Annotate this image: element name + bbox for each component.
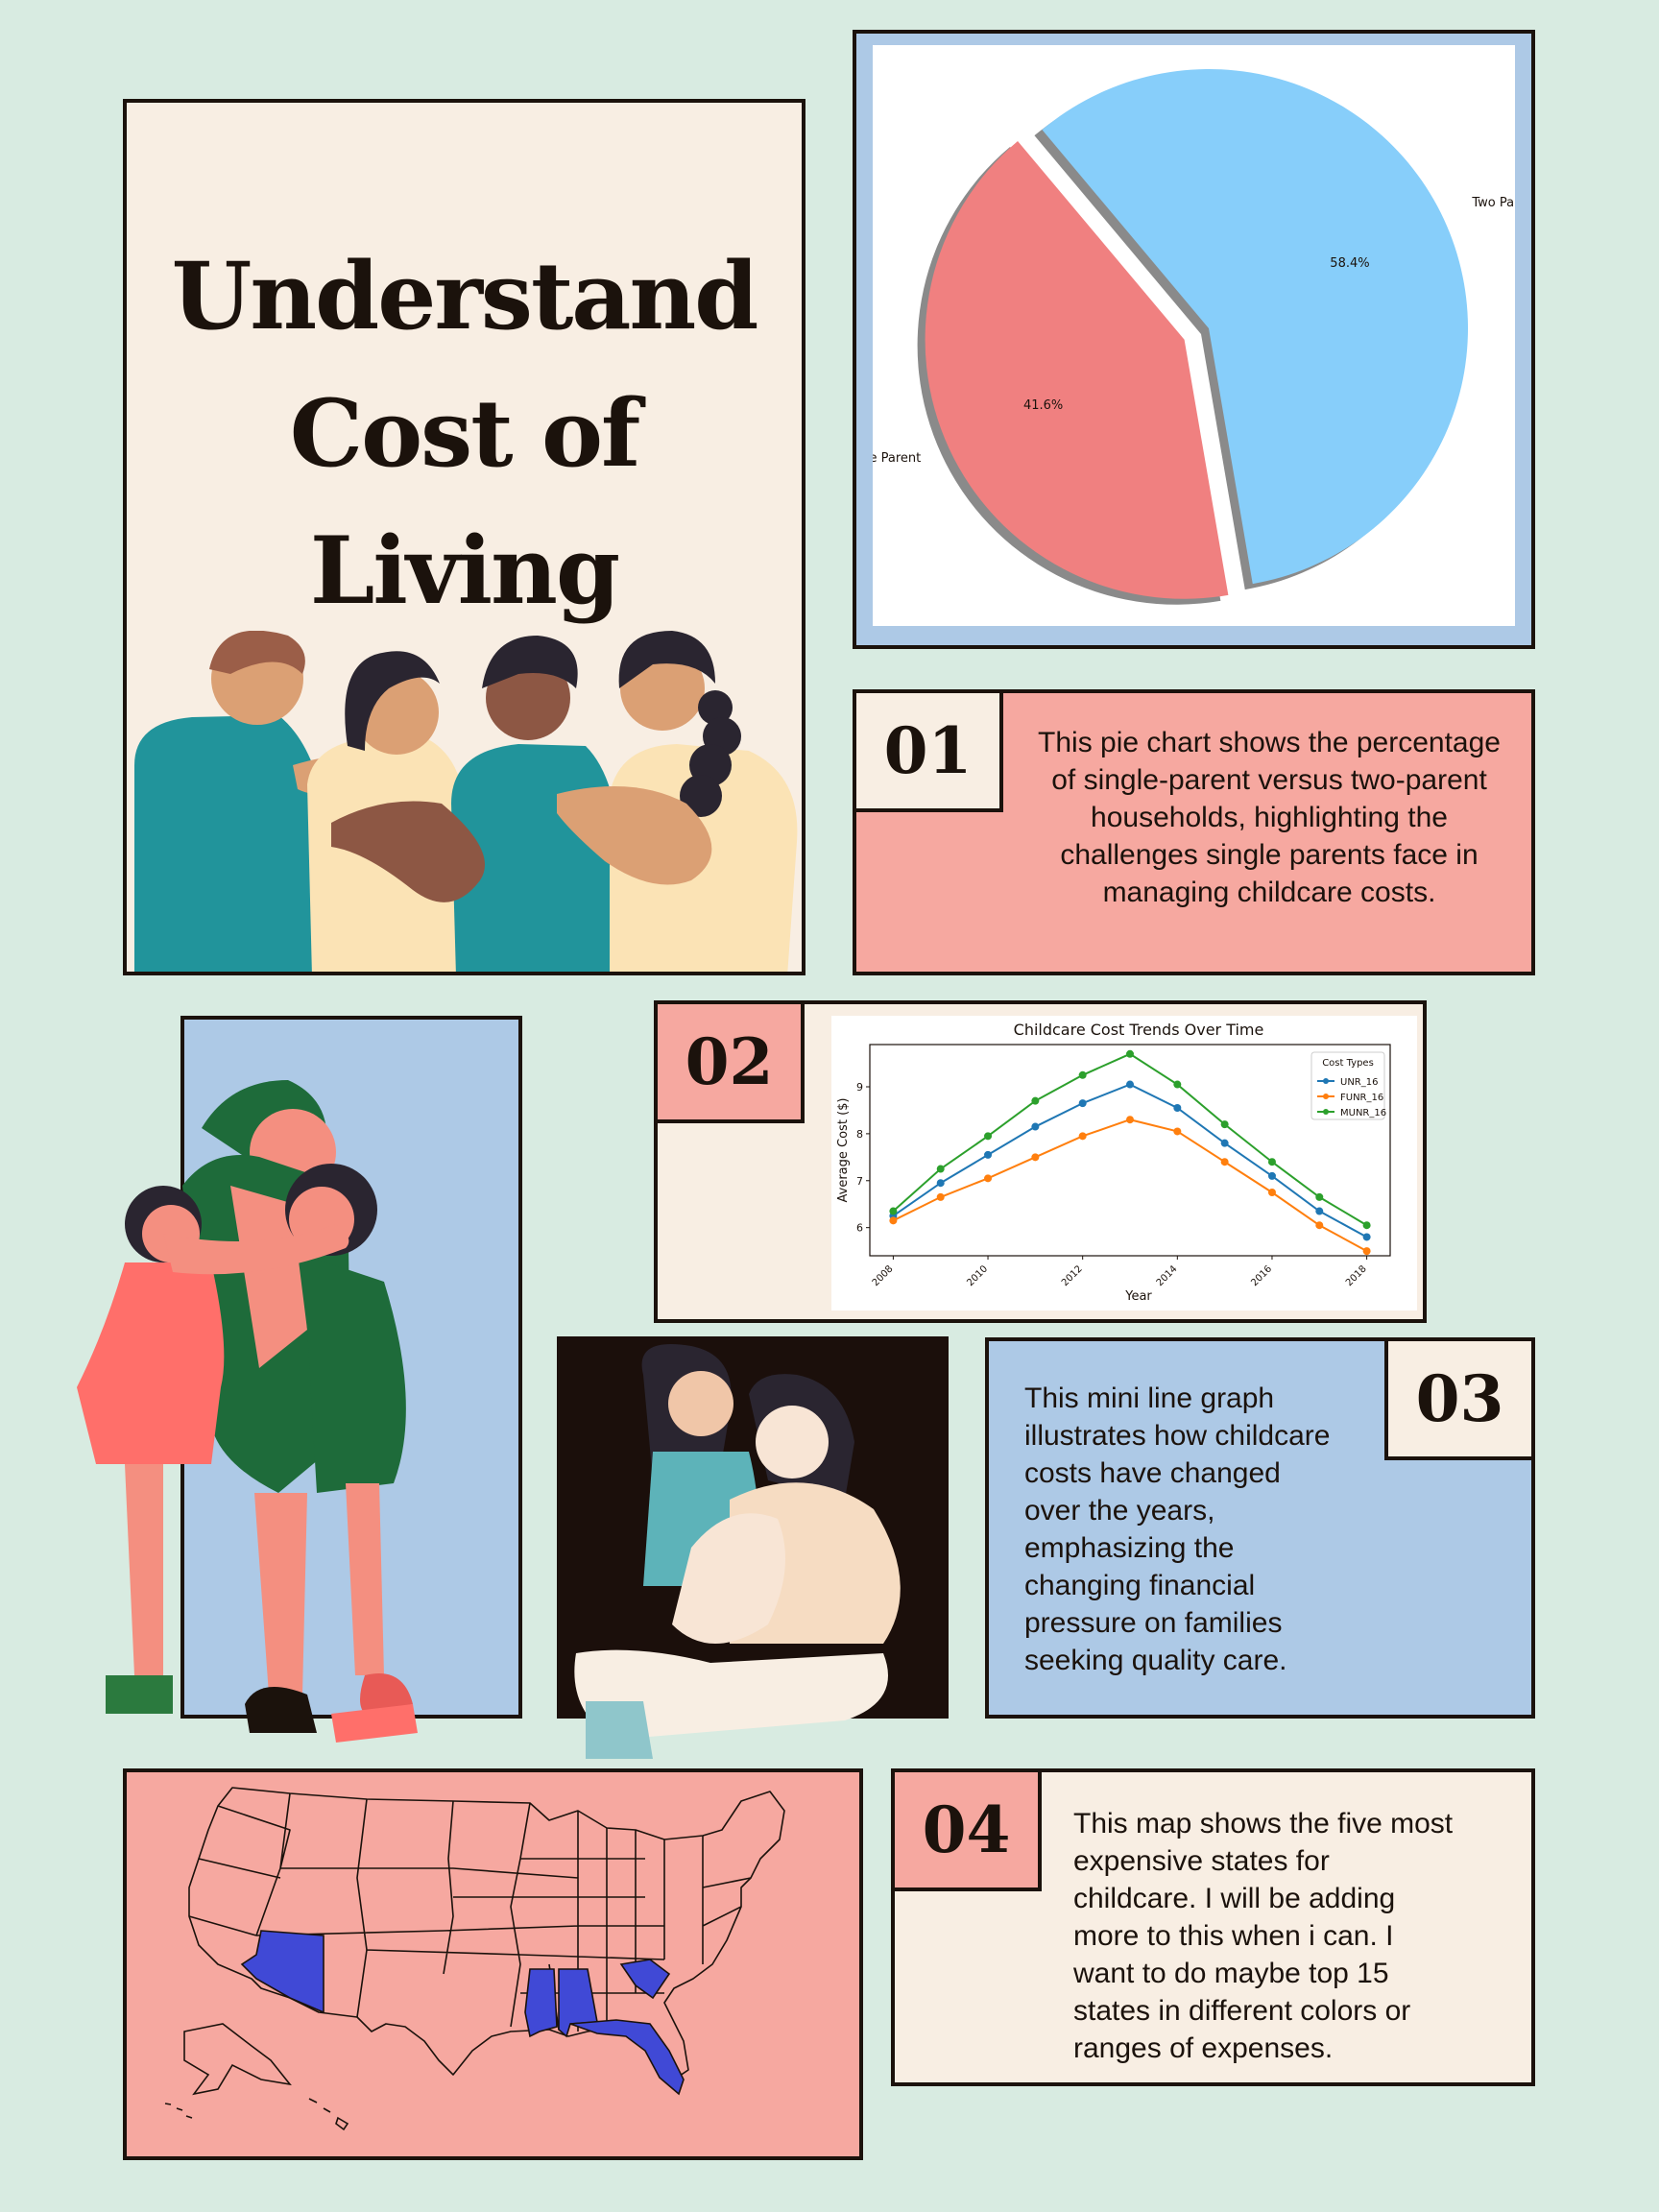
info-card-01: 01 This pie chart shows the percentage o…	[853, 689, 1535, 975]
pie-percent-label: 41.6%	[1023, 398, 1063, 413]
data-point	[1220, 1139, 1229, 1147]
y-tick-label: 6	[856, 1222, 863, 1235]
y-tick-label: 9	[856, 1081, 863, 1094]
alaska-islands	[164, 2103, 193, 2119]
title-line-2: Cost of	[289, 379, 641, 488]
title-line-1: Understand	[171, 242, 759, 350]
x-tick-label: 2012	[1060, 1263, 1085, 1288]
card-text-04: This map shows the five most expensive s…	[1073, 1808, 1454, 2064]
data-point	[1220, 1158, 1229, 1166]
x-tick-label: 2016	[1249, 1263, 1274, 1288]
line-chart: Childcare Cost Trends Over Time Average …	[836, 1021, 1391, 1304]
data-point	[1126, 1049, 1134, 1058]
line-chart-title: Childcare Cost Trends Over Time	[1014, 1021, 1264, 1039]
data-point	[1315, 1207, 1324, 1215]
state-alaska	[183, 2023, 292, 2096]
pie-chart: 58.4% Two Parent 41.6% Single Parent	[873, 69, 1515, 605]
data-point	[1315, 1221, 1324, 1230]
state-florida	[569, 2019, 685, 2096]
card-number-04: 04	[891, 1768, 1042, 1891]
data-point	[936, 1192, 945, 1201]
data-point	[1031, 1122, 1040, 1131]
state-hawaii	[308, 2098, 349, 2131]
x-tick-label: 2018	[1344, 1263, 1369, 1288]
info-card-03: 03 This mini line graph illustrates how …	[985, 1337, 1535, 1719]
state-south-carolina	[619, 1959, 671, 2000]
data-point	[936, 1165, 945, 1173]
data-point	[1031, 1096, 1040, 1105]
us-childcare-map	[164, 1787, 785, 2131]
pie-chart-card: 58.4% Two Parent 41.6% Single Parent	[853, 30, 1535, 649]
card-text-03: This mini line graph illustrates how chi…	[1024, 1382, 1331, 1676]
illustration-frame-dark	[557, 1336, 949, 1759]
card-text-01: This pie chart shows the percentage of s…	[1038, 727, 1501, 908]
pie-chart-panel: 58.4% Two Parent 41.6% Single Parent	[873, 45, 1515, 626]
series-line-unr_16	[892, 1083, 1368, 1238]
series-line-funr_16	[892, 1118, 1368, 1252]
data-point	[1031, 1153, 1040, 1162]
data-point	[1362, 1221, 1371, 1230]
title-line-3: Living	[309, 517, 620, 625]
state-arizona	[240, 1930, 325, 2014]
data-point	[889, 1216, 898, 1225]
card-number-01: 01	[853, 689, 1003, 812]
x-tick-label: 2010	[965, 1263, 990, 1288]
data-point	[1173, 1104, 1182, 1112]
data-point	[1173, 1127, 1182, 1136]
data-point	[1173, 1080, 1182, 1089]
data-point	[984, 1174, 993, 1183]
legend-entry: FUNR_16	[1340, 1093, 1383, 1103]
data-point	[1315, 1192, 1324, 1201]
data-point	[1078, 1070, 1087, 1079]
pie-percent-label: 58.4%	[1330, 256, 1369, 271]
data-point	[984, 1132, 993, 1141]
data-point	[1362, 1233, 1371, 1241]
legend-marker	[1323, 1094, 1329, 1099]
title-card: Understand Cost of Living	[123, 99, 805, 975]
info-card-02: 02 Childcare Cost Trends Over Time Avera…	[654, 1000, 1427, 1323]
legend-entry: MUNR_16	[1340, 1108, 1386, 1118]
data-point	[1078, 1132, 1087, 1141]
pie-slice-two-parent	[1042, 69, 1468, 585]
data-point	[1267, 1189, 1276, 1196]
data-point	[889, 1207, 898, 1215]
card-number-02: 02	[654, 1000, 805, 1123]
pie-category-label: Single Parent	[873, 451, 921, 466]
legend-marker	[1323, 1078, 1329, 1084]
x-tick-label: 2008	[871, 1263, 896, 1288]
data-point	[984, 1150, 993, 1159]
state-borders	[188, 1792, 752, 2032]
plot-frame	[869, 1044, 1391, 1257]
data-point	[936, 1179, 945, 1188]
legend-marker	[1323, 1109, 1329, 1115]
data-point	[1362, 1247, 1371, 1256]
data-point	[1078, 1099, 1087, 1108]
y-tick-label: 8	[856, 1128, 863, 1141]
data-point	[1126, 1116, 1134, 1124]
pie-category-label: Two Parent	[1471, 196, 1515, 210]
x-axis-label: Year	[1124, 1289, 1152, 1304]
family-hug-illustration	[77, 1080, 418, 1743]
x-tick-label: 2014	[1155, 1263, 1180, 1288]
data-point	[1267, 1171, 1276, 1180]
info-card-04: 04 This map shows the five most expensiv…	[891, 1768, 1535, 2086]
card-number-03: 03	[1384, 1337, 1535, 1460]
y-tick-label: 7	[856, 1175, 863, 1188]
y-axis-label: Average Cost ($)	[836, 1098, 851, 1203]
data-point	[1126, 1080, 1134, 1089]
data-point	[1220, 1120, 1229, 1129]
hugging-people-illustration	[134, 631, 798, 972]
pie-slice-single-parent	[925, 140, 1229, 599]
legend-box	[1310, 1051, 1385, 1120]
page-title: Understand Cost of Living	[127, 228, 802, 639]
series-line-munr_16	[892, 1052, 1368, 1227]
comforting-girls-illustration	[574, 1344, 901, 1759]
line-chart-panel: Childcare Cost Trends Over Time Average …	[831, 1016, 1417, 1310]
data-point	[1267, 1158, 1276, 1166]
map-card	[123, 1768, 863, 2160]
legend-title: Cost Types	[1322, 1058, 1374, 1069]
state-mississippi	[524, 1968, 558, 2038]
legend-entry: UNR_16	[1340, 1077, 1378, 1088]
